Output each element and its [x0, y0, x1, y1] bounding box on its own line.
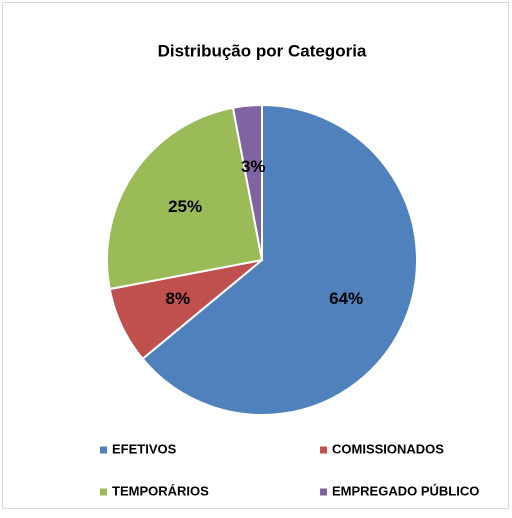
pie-slice: [106, 106, 264, 291]
data-label: 25%: [168, 197, 202, 216]
chart-title: Distribução por Categoria: [158, 41, 367, 60]
pie-slice: [231, 103, 263, 261]
legend-label: TEMPORÁRIOS: [112, 483, 209, 498]
legend-label: EFETIVOS: [112, 441, 177, 456]
legend-swatch: [320, 488, 327, 496]
data-label: 8%: [166, 289, 191, 308]
data-label: 3%: [241, 157, 266, 176]
legend-label: COMISSIONADOS: [332, 441, 444, 456]
data-label: 64%: [329, 289, 363, 308]
legend-swatch: [100, 446, 107, 454]
legend-label: EMPREGADO PÚBLICO: [332, 483, 479, 498]
legend-swatch: [320, 446, 327, 454]
pie-slice: [141, 103, 418, 416]
legend-swatch: [100, 488, 107, 496]
